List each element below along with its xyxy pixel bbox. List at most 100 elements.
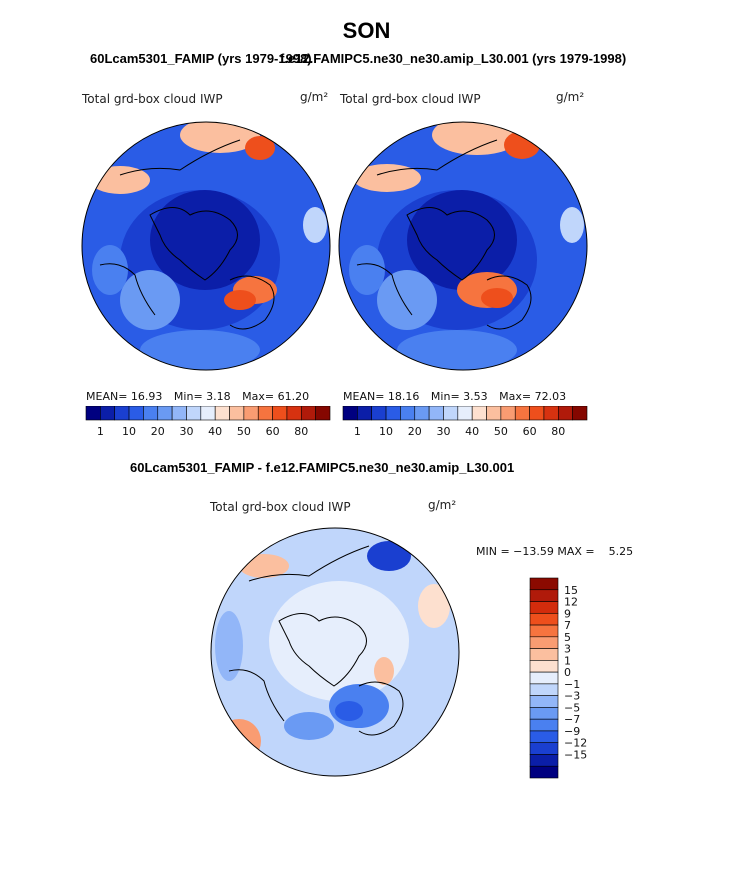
diff-colorbar-tick-label: 1 [564,654,571,667]
left-field-label: Total grd-box cloud IWP [82,92,223,106]
diff-polar-map [210,527,460,777]
right-colorbar: 1 10 20 30 40 50 60 80 [342,406,588,438]
right-colorbar-swatch [400,406,416,421]
left-colorbar-tick-label: 50 [237,425,251,438]
right-colorbar-swatch [385,406,401,421]
left-colorbar-tick-label: 80 [294,425,308,438]
left-colorbar-tick-label: 30 [179,425,193,438]
left-units: g/m² [300,90,329,104]
diff-minmax: MIN = −13.59 MAX = 5.25 [476,545,634,558]
diff-colorbar-swatch [529,577,559,591]
right-max-label: Max= [499,390,532,403]
right-max-value: 72.03 [534,390,567,403]
diff-colorbar-tick-label: 5 [564,631,571,644]
diff-colorbar-swatch [529,707,559,720]
right-colorbar-swatch [572,406,588,421]
left-colorbar: 1 10 20 30 40 50 60 80 [85,406,331,438]
left-colorbar-swatch [243,406,259,421]
right-colorbar-swatch [428,406,444,421]
left-polar-map [81,121,331,371]
diff-colorbar-swatch [529,742,559,755]
right-case-title: f.e12.FAMIPC5.ne30_ne30.amip_L30.001 (yr… [280,51,627,66]
left-colorbar-swatch [85,406,101,421]
right-polar-map [338,121,588,371]
right-mean-label: MEAN= [343,390,385,403]
left-colorbar-swatch [157,406,173,421]
right-colorbar-swatch [543,406,559,421]
left-colorbar-swatch [128,406,144,421]
left-colorbar-tick-label: 40 [208,425,222,438]
diff-colorbar-tick-label: −5 [564,701,580,714]
right-mean-value: 18.16 [387,390,420,403]
right-colorbar-swatch [486,406,502,421]
diff-colorbar-swatch [529,636,559,649]
diff-colorbar-swatch [529,754,559,767]
diff-colorbar-swatch [529,660,559,673]
left-colorbar-swatch [214,406,230,421]
left-mean-value: 16.93 [130,390,163,403]
left-colorbar-swatch [186,406,202,421]
left-colorbar-swatch [114,406,130,421]
left-max-value: 61.20 [277,390,310,403]
diff-colorbar-swatch [529,718,559,732]
right-units: g/m² [556,90,585,104]
diff-colorbar-swatch [529,683,559,696]
left-colorbar-tick-label: 60 [266,425,280,438]
diff-colorbar-tick-label: −1 [564,678,580,691]
left-stats: MEAN= 16.93 Min= 3.18 Max= 61.20 [86,390,309,403]
left-colorbar-tick-label: 20 [151,425,165,438]
left-colorbar-swatch [286,406,302,421]
diff-colorbar-swatch [529,601,559,614]
diff-case-title: 60Lcam5301_FAMIP - f.e12.FAMIPC5.ne30_ne… [130,460,515,475]
left-colorbar-swatch [272,406,288,421]
right-colorbar-swatch [557,406,573,421]
left-colorbar-swatch [300,406,316,421]
right-colorbar-swatch [457,406,473,421]
diff-colorbar-tick-label: −9 [564,725,580,738]
left-colorbar-swatch [315,406,331,421]
left-colorbar-swatch [143,406,159,421]
right-colorbar-swatch [443,406,459,421]
right-colorbar-tick-label: 50 [494,425,508,438]
right-colorbar-swatch [514,406,530,421]
left-colorbar-tick-label: 10 [122,425,136,438]
diff-colorbar-tick-label: −3 [564,690,580,703]
right-colorbar-tick-label: 10 [379,425,393,438]
diff-colorbar-swatch [529,765,559,779]
right-min-label: Min= [430,390,460,403]
right-colorbar-swatch [529,406,545,421]
left-colorbar-swatch [257,406,273,421]
diff-colorbar-tick-label: 3 [564,643,571,656]
right-colorbar-tick-label: 60 [523,425,537,438]
left-colorbar-swatch [229,406,245,421]
left-max-label: Max= [242,390,275,403]
right-stats: MEAN= 18.16 Min= 3.53 Max= 72.03 [343,390,566,403]
diff-colorbar-swatch [529,589,559,602]
right-min-value: 3.53 [463,390,488,403]
figure-title: SON [342,18,391,43]
diff-colorbar-tick-label: −15 [564,748,587,761]
right-colorbar-swatch [471,406,487,421]
left-colorbar-swatch [200,406,216,421]
diff-colorbar-swatch [529,695,559,708]
right-colorbar-swatch [414,406,430,421]
left-min-value: 3.18 [206,390,231,403]
right-colorbar-tick-label: 1 [354,425,361,438]
right-colorbar-tick-label: 40 [465,425,479,438]
right-colorbar-tick-label: 80 [551,425,565,438]
diff-colorbar-tick-label: 15 [564,584,578,597]
diff-units: g/m² [428,498,457,512]
diff-colorbar-tick-label: 0 [564,666,571,679]
diff-colorbar-tick-label: −7 [564,713,580,726]
right-colorbar-swatch [357,406,373,421]
left-colorbar-swatch [100,406,116,421]
diff-colorbar-tick-label: 9 [564,607,571,620]
left-colorbar-swatch [171,406,187,421]
diff-colorbar-tick-label: −12 [564,737,587,750]
left-colorbar-tick-label: 1 [97,425,104,438]
left-mean-label: MEAN= [86,390,128,403]
right-colorbar-swatch [500,406,516,421]
right-colorbar-tick-label: 30 [436,425,450,438]
diff-colorbar-swatch [529,624,559,638]
